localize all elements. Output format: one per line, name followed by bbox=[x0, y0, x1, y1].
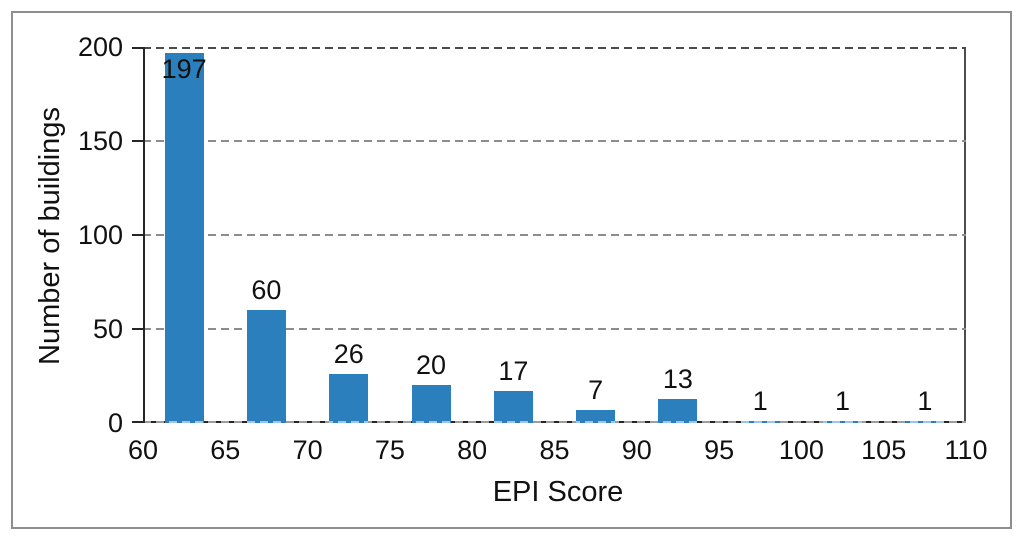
y-axis-title: Number of buildings bbox=[34, 107, 66, 365]
x-tick-label: 90 bbox=[621, 435, 652, 465]
y-tick-mark bbox=[132, 421, 143, 423]
x-axis-title: EPI Score bbox=[492, 476, 624, 508]
bar-value-label: 13 bbox=[662, 364, 693, 394]
y-axis-line bbox=[143, 47, 145, 423]
x-tick-label: 100 bbox=[778, 435, 824, 465]
y-tick-label: 50 bbox=[92, 314, 123, 344]
x-tick-label: 110 bbox=[944, 435, 988, 465]
x-tick-label: 70 bbox=[292, 435, 323, 465]
bar-value-label: 1 bbox=[752, 386, 768, 416]
y-tick-label: 0 bbox=[107, 408, 123, 438]
bar-value-label: 1 bbox=[835, 386, 851, 416]
bar bbox=[658, 399, 698, 423]
gridline-y150 bbox=[143, 140, 966, 142]
bar-value-label: 17 bbox=[498, 356, 529, 386]
x-tick-label: 60 bbox=[127, 435, 159, 465]
y-tick-mark bbox=[132, 328, 143, 330]
y-tick-mark bbox=[132, 140, 143, 142]
bar bbox=[246, 310, 286, 423]
gridline-y100 bbox=[143, 234, 966, 236]
x-tick-label: 80 bbox=[457, 435, 488, 465]
bar-value-label: 7 bbox=[588, 375, 604, 405]
x-tick-label: 85 bbox=[539, 435, 570, 465]
gridline-y50 bbox=[143, 328, 966, 330]
bar bbox=[164, 53, 204, 423]
y-tick-mark bbox=[132, 47, 143, 49]
bar bbox=[493, 391, 533, 423]
bar-value-label: 1 bbox=[917, 386, 933, 416]
plot-area: 0 50 100 150 200 60 65 70 75 80 85 90 95 100 105 110 197… bbox=[78, 34, 988, 464]
bar bbox=[329, 374, 369, 423]
bar bbox=[576, 410, 616, 423]
x-tick-label: 75 bbox=[374, 435, 405, 465]
bar-value-label: 26 bbox=[333, 339, 364, 369]
y-tick-label: 200 bbox=[77, 32, 123, 62]
x-tick-label: 95 bbox=[704, 435, 735, 465]
x-tick-label: 65 bbox=[210, 435, 241, 465]
bar-value-label: 20 bbox=[416, 350, 447, 380]
gridline-y200 bbox=[143, 47, 966, 49]
y-tick-mark bbox=[132, 234, 143, 236]
bar-value-label: 197 bbox=[161, 54, 207, 84]
bar bbox=[411, 385, 451, 423]
y-tick-label: 150 bbox=[77, 126, 123, 156]
zero-gridline bbox=[143, 421, 966, 423]
y-tick-label: 100 bbox=[77, 220, 123, 250]
x-tick-label: 105 bbox=[861, 435, 907, 465]
bar-value-label: 60 bbox=[251, 275, 282, 305]
